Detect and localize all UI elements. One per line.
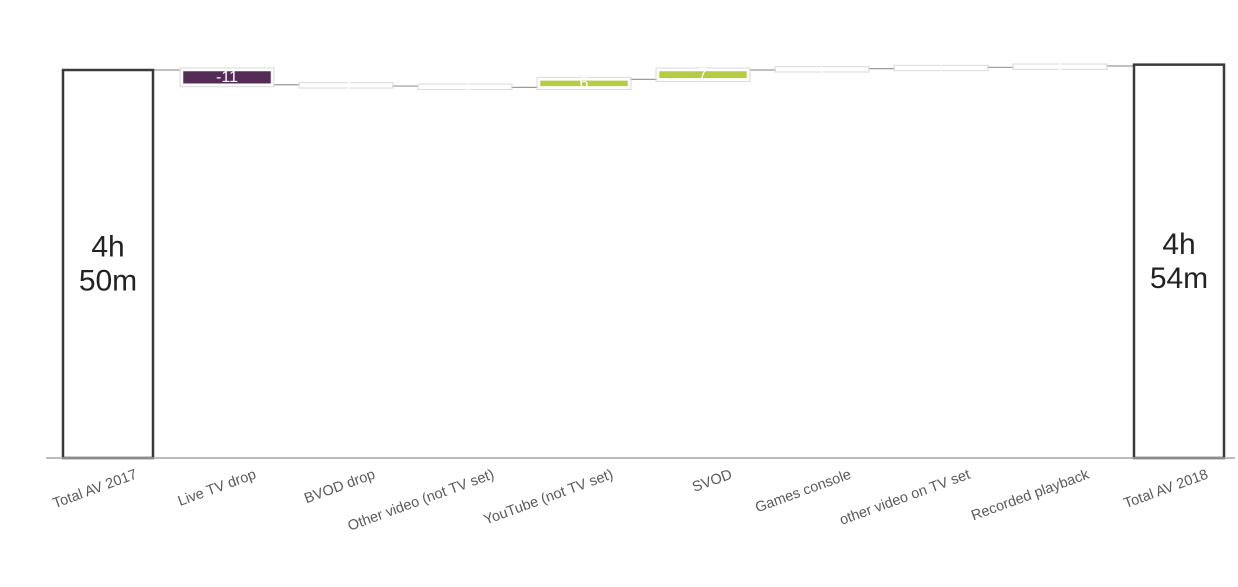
data-label: 50m xyxy=(79,265,137,298)
x-tick-label: Games console xyxy=(753,467,853,516)
x-tick-label: BVOD drop xyxy=(302,467,377,507)
bar-outline xyxy=(1012,63,1108,70)
data-label: 1 xyxy=(818,61,827,78)
bar-outline xyxy=(536,76,632,90)
x-tick-label: YouTube (not TV set) xyxy=(482,467,616,529)
x-tick-label: Total AV 2018 xyxy=(1122,467,1211,512)
bar-outline xyxy=(298,82,394,89)
data-label: 1 xyxy=(937,59,946,76)
data-label: -1 xyxy=(339,77,353,94)
x-tick-label: other video on TV set xyxy=(838,467,973,529)
bar-increase xyxy=(1013,64,1107,69)
bar-outline xyxy=(179,67,275,88)
bar-increase xyxy=(537,78,631,89)
bar-increase xyxy=(894,66,988,70)
bar-outline xyxy=(655,67,751,82)
data-label: -1 xyxy=(458,78,472,95)
bar-decrease xyxy=(299,83,393,88)
bar-decrease xyxy=(418,84,512,89)
data-label: 6 xyxy=(580,75,589,92)
x-tick-label: Live TV drop xyxy=(176,467,258,510)
bar-total xyxy=(1132,63,1226,460)
data-label: 4h xyxy=(1162,228,1195,261)
bar-increase xyxy=(775,67,869,72)
data-label: 7 xyxy=(699,66,708,83)
bar-outline xyxy=(417,83,513,90)
data-label: 1 xyxy=(1056,58,1065,75)
bar-increase xyxy=(656,68,750,81)
x-tick-label: Recorded playback xyxy=(969,466,1092,524)
data-label: 54m xyxy=(1150,262,1208,295)
bar-total xyxy=(61,68,155,460)
bar-decrease xyxy=(180,68,274,86)
data-label: -11 xyxy=(216,69,238,86)
data-label: 4h xyxy=(91,231,124,264)
x-tick-label: Total AV 2017 xyxy=(51,467,140,512)
bar-outline xyxy=(893,64,989,72)
x-tick-label: SVOD xyxy=(690,467,734,496)
bar-outline xyxy=(774,66,870,73)
